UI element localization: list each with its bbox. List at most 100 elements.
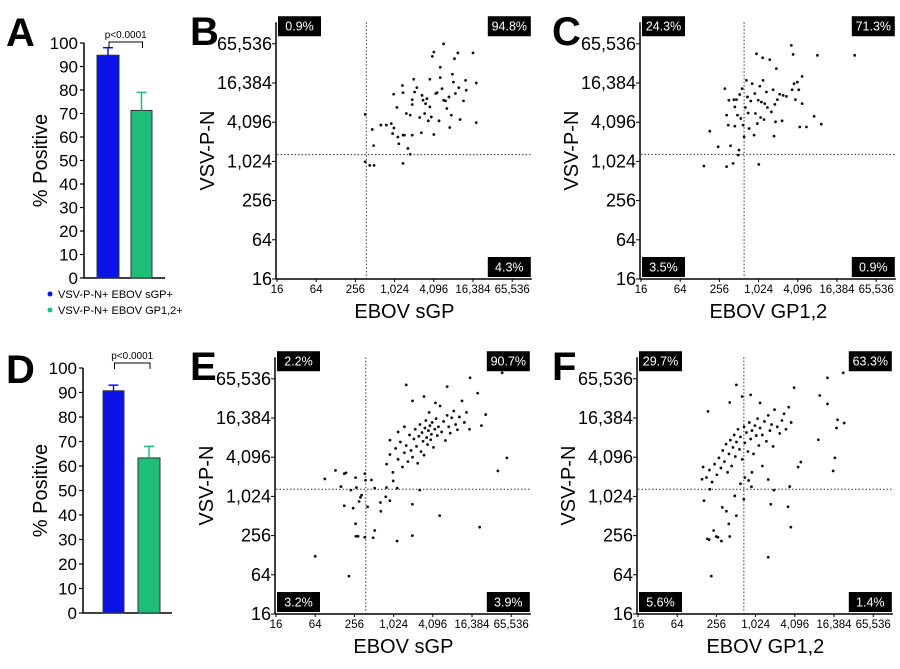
data-point <box>749 437 753 441</box>
data-point <box>756 98 760 102</box>
x-tick-label: 1,024 <box>741 619 770 631</box>
data-point <box>733 124 737 128</box>
data-point <box>782 412 786 416</box>
data-point <box>438 65 442 69</box>
data-point <box>323 477 327 481</box>
y-axis-title: VSV-P-N <box>196 446 218 526</box>
data-point <box>733 494 737 498</box>
data-point <box>736 113 739 117</box>
data-point <box>415 86 419 90</box>
data-point <box>768 58 772 62</box>
data-point <box>384 495 388 499</box>
y-tick-label: 50 <box>59 152 78 171</box>
data-point <box>453 57 456 61</box>
data-point <box>800 74 804 78</box>
data-point <box>752 452 755 456</box>
quadrant-box-top-left <box>642 16 685 37</box>
x-tick-label: 256 <box>710 284 729 296</box>
data-point <box>728 401 732 404</box>
data-point <box>708 468 711 472</box>
data-point <box>480 424 483 428</box>
x-tick-label: 256 <box>346 284 365 296</box>
x-tick-label: 16 <box>632 619 645 631</box>
data-point <box>774 120 777 124</box>
quadrant-box-bottom-right <box>487 257 531 277</box>
data-point <box>425 436 429 439</box>
quadrant-box-top-right <box>486 351 530 372</box>
data-point <box>474 121 478 124</box>
y-tick-label: 16,384 <box>578 408 633 428</box>
data-point <box>761 56 765 60</box>
quadrant-percent-top-right: 63.3% <box>853 355 888 369</box>
y-tick-label: 80 <box>58 408 77 427</box>
data-point <box>750 470 754 474</box>
data-point <box>732 98 736 102</box>
data-point <box>794 98 797 102</box>
data-point <box>789 43 793 47</box>
data-point <box>445 413 449 417</box>
data-point <box>458 118 462 121</box>
data-point <box>396 457 400 461</box>
data-point <box>391 479 395 483</box>
x-tick-label: 65,536 <box>859 284 894 296</box>
data-point <box>464 88 468 92</box>
data-point <box>774 67 778 71</box>
data-point <box>706 409 710 413</box>
data-point <box>420 93 424 97</box>
data-point <box>354 522 357 526</box>
data-point <box>368 163 372 167</box>
data-point <box>363 112 367 116</box>
data-point <box>835 426 838 430</box>
quadrant-box-bottom-right <box>848 592 892 612</box>
data-point <box>351 506 355 510</box>
data-point <box>715 473 719 477</box>
data-point <box>339 485 343 488</box>
y-tick-label: 1,024 <box>227 151 272 171</box>
data-point <box>468 427 471 431</box>
x-tick-label: 1,024 <box>379 619 408 631</box>
x-tick-label: 64 <box>309 619 322 631</box>
y-tick-label: 64 <box>613 565 633 585</box>
x-axis-title: EBOV GP1,2 <box>709 301 827 323</box>
data-point <box>447 95 451 99</box>
data-point <box>769 110 773 114</box>
quadrant-percent-top-right: 94.8% <box>492 20 527 34</box>
data-point <box>363 160 367 164</box>
data-point <box>744 106 747 109</box>
quadrant-box-top-right <box>851 16 895 37</box>
data-point <box>444 99 447 103</box>
y-tick-label: 0 <box>69 269 78 288</box>
data-point <box>739 117 743 120</box>
data-point <box>442 42 446 46</box>
x-tick-label: 16,384 <box>455 284 491 296</box>
quadrant-percent-bottom-right: 3.9% <box>494 596 523 610</box>
data-point <box>773 408 776 412</box>
y-tick-label: 0 <box>68 604 77 623</box>
y-tick-label: 64 <box>251 565 271 585</box>
data-point <box>831 469 835 473</box>
data-point <box>797 88 801 92</box>
data-point <box>712 529 716 532</box>
data-point <box>746 450 750 453</box>
data-point <box>761 78 765 82</box>
data-point <box>724 442 728 446</box>
data-point <box>437 119 441 123</box>
data-point <box>450 72 454 76</box>
data-point <box>413 427 417 431</box>
x-axis-title: EBOV GP1,2 <box>706 636 824 658</box>
data-point <box>454 92 457 95</box>
data-point <box>816 53 819 57</box>
data-point <box>449 113 453 117</box>
data-point <box>432 445 435 449</box>
data-point <box>732 433 736 437</box>
data-point <box>778 92 782 96</box>
bar-gp12 <box>137 457 161 614</box>
data-point <box>373 529 377 532</box>
x-tick-label: 64 <box>671 619 684 631</box>
data-point <box>728 535 732 538</box>
data-point <box>388 453 392 456</box>
data-point <box>428 77 432 81</box>
data-point <box>773 102 777 106</box>
data-point <box>826 376 829 380</box>
data-point <box>786 505 790 509</box>
